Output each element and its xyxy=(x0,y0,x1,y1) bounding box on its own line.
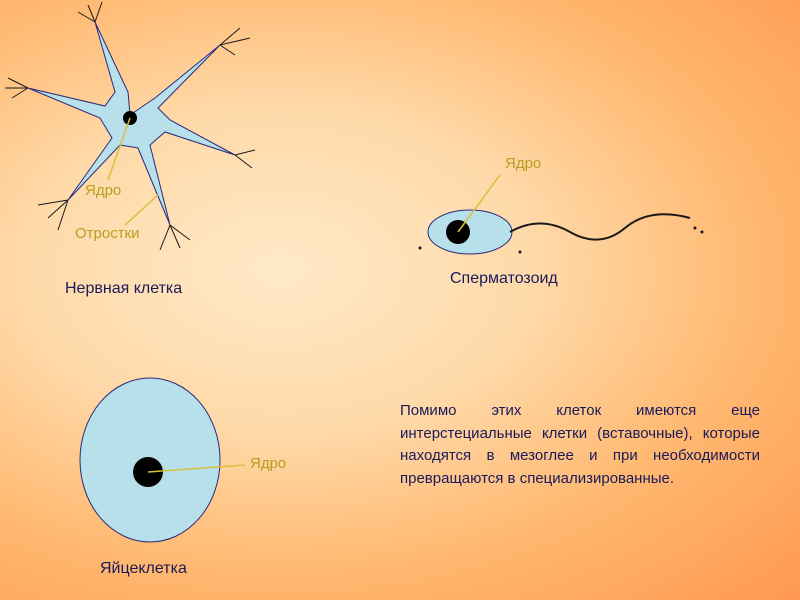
neuron-nucleus-annotation: Ядро xyxy=(85,182,121,199)
egg-label: Яйцеклетка xyxy=(100,560,187,578)
egg-diagram xyxy=(60,370,260,570)
neuron-label: Нервная клетка xyxy=(65,280,182,298)
description-text: Помимо этих клеток имеются еще интерстец… xyxy=(400,400,760,490)
egg-nucleus-annotation: Ядро xyxy=(250,455,286,472)
sperm-nucleus-annotation: Ядро xyxy=(505,155,541,172)
sperm-tail xyxy=(510,214,690,239)
neuron-processes-pointer xyxy=(125,195,158,225)
sperm-label: Сперматозоид xyxy=(450,270,558,288)
sperm-diagram xyxy=(390,160,730,280)
neuron-processes-annotation: Отростки xyxy=(75,225,140,242)
